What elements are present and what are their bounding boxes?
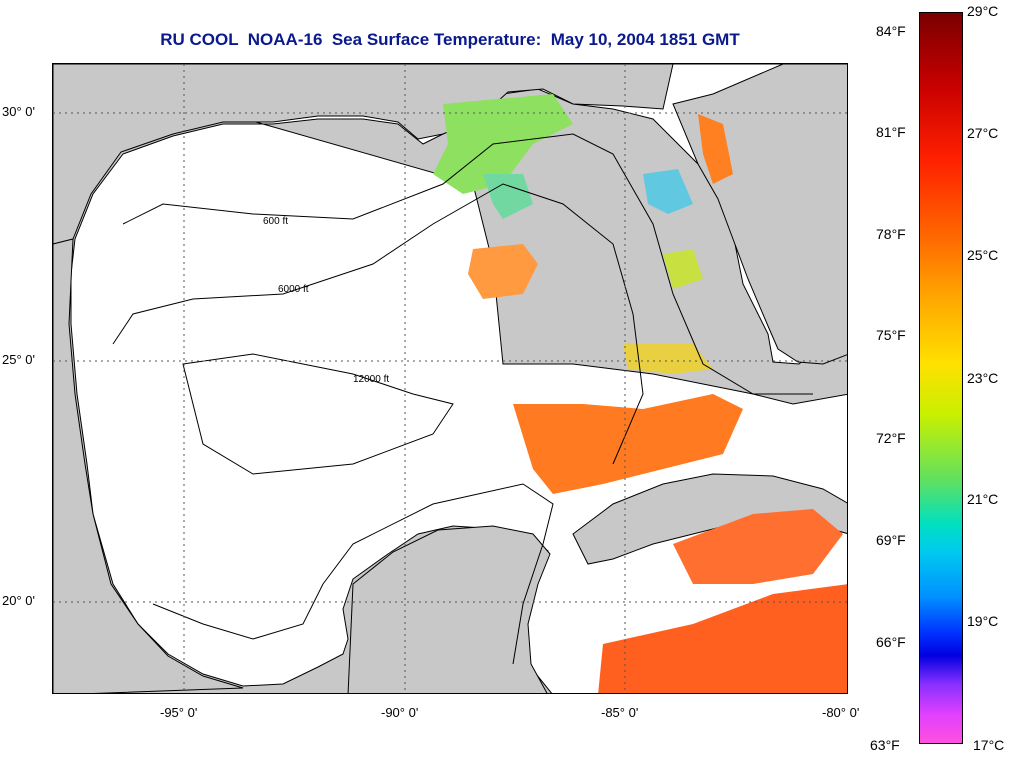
colorbar-c-label-27: 27°C — [967, 125, 999, 141]
colorbar-f-label-81: 81°F — [876, 124, 906, 140]
colorbar-f-label-66: 66°F — [876, 634, 906, 650]
lon-label-90: -90° 0' — [381, 705, 419, 720]
contour-label-600ft: 600 ft — [263, 216, 288, 227]
map-title: RU COOL NOAA-16 Sea Surface Temperature:… — [160, 30, 740, 49]
sst-patch-northeast — [433, 94, 573, 194]
contour-label-12000ft: 12000 ft — [353, 374, 389, 385]
contour-600ft — [122, 133, 813, 395]
bathymetry-contours — [112, 133, 813, 665]
sst-patch-caribbean — [598, 584, 847, 693]
colorbar-f-label-72: 72°F — [876, 430, 906, 446]
contour-yucatan-shelf — [152, 483, 554, 665]
colorbar-f-label-69: 69°F — [876, 532, 906, 548]
contour-labels: 600 ft 6000 ft 12000 ft — [263, 216, 389, 385]
sst-patch-florida-east — [698, 114, 733, 184]
yucatan-land — [347, 525, 551, 693]
contour-12000ft — [182, 353, 454, 475]
colorbar-f-label-63: 63°F — [870, 737, 900, 753]
sst-patch-central — [468, 244, 538, 299]
sst-patch-florida-shelf-2 — [663, 249, 703, 289]
contour-6000ft — [112, 183, 644, 465]
lat-label-25: 25° 0' — [2, 352, 35, 367]
colorbar-c-label-19: 19°C — [967, 613, 999, 629]
sst-patch-florida-shelf — [643, 169, 693, 214]
colorbar-c-label-17: 17°C — [973, 737, 1005, 753]
colorbar-c-label-23: 23°C — [967, 370, 999, 386]
us-gulf-coast-land — [53, 64, 674, 245]
colorbar-f-label-84: 84°F — [876, 23, 906, 39]
sst-patch-northeast-2 — [483, 174, 533, 219]
colorbar-f-label-78: 78°F — [876, 226, 906, 242]
sst-map-canvas: 600 ft 6000 ft 12000 ft — [53, 64, 847, 693]
lon-label-80: -80° 0' — [822, 705, 860, 720]
sst-observations — [433, 94, 847, 693]
sst-patch-south-florida — [623, 344, 713, 374]
sst-map: 600 ft 6000 ft 12000 ft — [52, 63, 848, 694]
sst-patch-loop-current — [513, 394, 743, 494]
lat-label-20: 20° 0' — [2, 593, 35, 608]
lon-label-95: -95° 0' — [160, 705, 198, 720]
sst-patch-cayman — [673, 509, 843, 584]
contour-label-6000ft: 6000 ft — [278, 284, 309, 295]
graticule — [53, 64, 847, 693]
colorbar-c-label-21: 21°C — [967, 491, 999, 507]
colorbar-c-label-25: 25°C — [967, 247, 999, 263]
temperature-colorbar — [919, 12, 963, 744]
lat-label-30: 30° 0' — [2, 104, 35, 119]
mexico-land — [53, 238, 244, 693]
colorbar-f-label-75: 75°F — [876, 327, 906, 343]
lon-label-85: -85° 0' — [601, 705, 639, 720]
colorbar-c-label-29: 29°C — [967, 3, 999, 19]
